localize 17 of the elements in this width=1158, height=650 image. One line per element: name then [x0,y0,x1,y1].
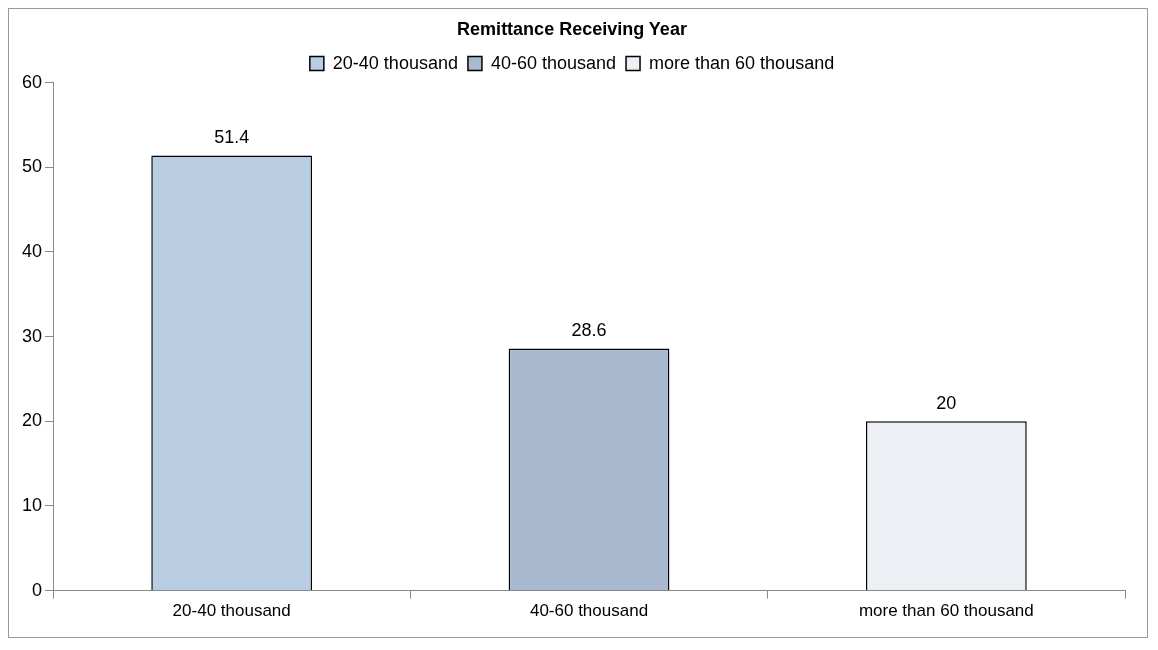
legend-label: more than 60 thousand [649,52,835,73]
x-tick-label: 20-40 thousand [172,601,291,621]
y-tick-label: 30 [21,325,43,346]
data-label: 28.6 [571,320,607,341]
legend-label: 40-60 thousand [490,52,617,73]
y-tick-label: 0 [32,579,43,600]
y-tick-label: 20 [21,410,43,431]
y-tick-label: 50 [21,156,43,177]
data-label: 20 [936,393,957,414]
y-tick-label: 10 [21,494,43,515]
y-tick-label: 60 [21,71,43,92]
y-tick-label: 40 [21,240,43,261]
data-label: 51.4 [214,127,250,148]
legend-label: 20-40 thousand [332,52,458,73]
x-tick-label: 40-60 thousand [529,601,649,621]
legend-title: Remittance Receiving Year [457,18,687,39]
x-tick-label: more than 60 thousand [858,601,1034,621]
